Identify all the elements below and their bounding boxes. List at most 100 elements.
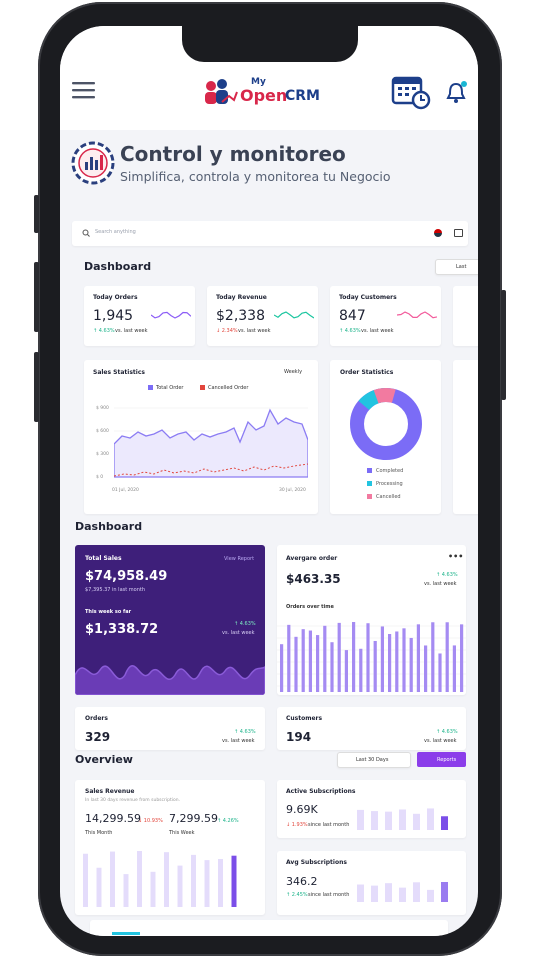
bar: [395, 631, 399, 692]
bar: [344, 650, 348, 692]
logo-small: My: [251, 77, 266, 87]
calendar-icon[interactable]: [390, 74, 432, 110]
card-label: Sales Revenue: [85, 788, 135, 795]
legend-swatch: [367, 494, 372, 499]
change-note: vs. last week: [424, 581, 457, 587]
active-chart: [357, 808, 448, 830]
bar: [150, 871, 156, 907]
kpi-card-partial: [453, 286, 478, 346]
chat-icon[interactable]: [454, 229, 463, 237]
sparkline-path: [397, 311, 437, 319]
y-tick-label: $ 300: [96, 452, 109, 457]
period-select[interactable]: Weekly: [284, 369, 303, 375]
reports-button[interactable]: [417, 752, 466, 767]
notification-icon[interactable]: [446, 80, 470, 106]
bar: [402, 628, 406, 692]
card-label: Active Subscriptions: [286, 788, 356, 795]
bar: [388, 634, 392, 692]
bar: [352, 622, 356, 692]
notch: [182, 26, 358, 62]
side-button: [34, 195, 39, 233]
kpi-note: vs. last week: [238, 328, 271, 334]
bar: [445, 622, 449, 692]
legend-label: Cancelled Order: [208, 385, 249, 391]
bar: [431, 622, 435, 692]
legend-label: Processing: [376, 481, 403, 487]
menu-icon[interactable]: [72, 80, 96, 100]
kpi-card: [84, 286, 195, 346]
bar: [416, 624, 420, 692]
bar: [371, 811, 378, 830]
bar: [96, 867, 102, 907]
orders-over-time-chart: [277, 622, 466, 692]
card-label: Total Sales: [85, 555, 122, 562]
change-note: vs. last week: [222, 738, 255, 744]
card-partial: [453, 360, 478, 514]
legend-label: Completed: [376, 468, 404, 474]
view-report-link[interactable]: View Report: [224, 556, 255, 562]
sparkline: [151, 311, 191, 319]
total-sales-card: [75, 545, 265, 695]
kpi-value: 1,945: [93, 308, 134, 324]
kpi-value: 847: [339, 308, 366, 324]
bar: [399, 887, 406, 902]
side-button: [34, 262, 39, 332]
bar: [330, 642, 334, 692]
total-sales-value: $74,958.49: [85, 569, 168, 584]
change-note: since last month: [308, 822, 350, 828]
change: ↑ 4.63%: [234, 729, 256, 735]
card-title: Sales Statistics: [93, 369, 145, 376]
bar: [137, 851, 142, 907]
customers-value: 194: [286, 730, 312, 744]
bar: [427, 889, 434, 902]
change: ↑ 4.63%: [436, 729, 458, 735]
bar: [294, 636, 298, 692]
change-note: since last month: [308, 892, 350, 898]
kpi-label: Today Customers: [339, 294, 397, 301]
change: ↓ 1.93%: [286, 822, 308, 828]
more-icon[interactable]: •••: [448, 552, 464, 561]
kpi-card: [330, 286, 441, 346]
order-donut: [350, 387, 422, 460]
month-label: This Month: [85, 830, 113, 836]
card-label: Avergare order: [286, 555, 338, 562]
search-placeholder: Search anything: [95, 229, 136, 235]
change-note: vs. last week: [424, 738, 457, 744]
week-value: 7,299.59: [169, 812, 218, 825]
reports-label: Reports: [437, 757, 457, 763]
avg-chart: [357, 882, 448, 902]
date-button[interactable]: [435, 259, 478, 275]
kpi-value: $2,338: [216, 308, 265, 324]
hero-subtitle: Simplifica, controla y monitorea tu Nego…: [120, 169, 391, 184]
card-label: Customers: [286, 715, 323, 722]
flag-icon[interactable]: [434, 229, 442, 237]
bar: [438, 653, 442, 692]
sparkline-path: [274, 311, 314, 319]
logo-crm: CRM: [285, 88, 320, 104]
orders-value: 329: [85, 730, 111, 744]
change: ↑ 4.63%: [234, 621, 256, 627]
bar: [231, 855, 237, 907]
avg-value: 346.2: [286, 875, 318, 888]
search-bar[interactable]: [72, 221, 468, 246]
average-order-card: [277, 545, 466, 695]
bar: [110, 851, 115, 907]
change: ↑ 4.63%: [436, 572, 458, 578]
revenue-chart: [83, 851, 237, 907]
bar: [373, 640, 377, 692]
sparkline: [397, 311, 437, 319]
sparkline: [274, 311, 314, 319]
week-label: This Week: [169, 830, 195, 836]
active-value: 9.69K: [286, 803, 318, 816]
kpi-note: vs. last week: [115, 328, 148, 334]
x-tick-label: 30 Jul, 2020: [279, 488, 306, 493]
bar: [441, 816, 448, 830]
change-note: vs. last week: [222, 630, 255, 636]
bar: [441, 882, 448, 902]
bar: [191, 854, 196, 907]
range-button[interactable]: [337, 752, 411, 768]
month-value: 14,299.59: [85, 812, 141, 825]
bar: [123, 874, 129, 907]
hero-title: Control y monitoreo: [120, 142, 346, 166]
